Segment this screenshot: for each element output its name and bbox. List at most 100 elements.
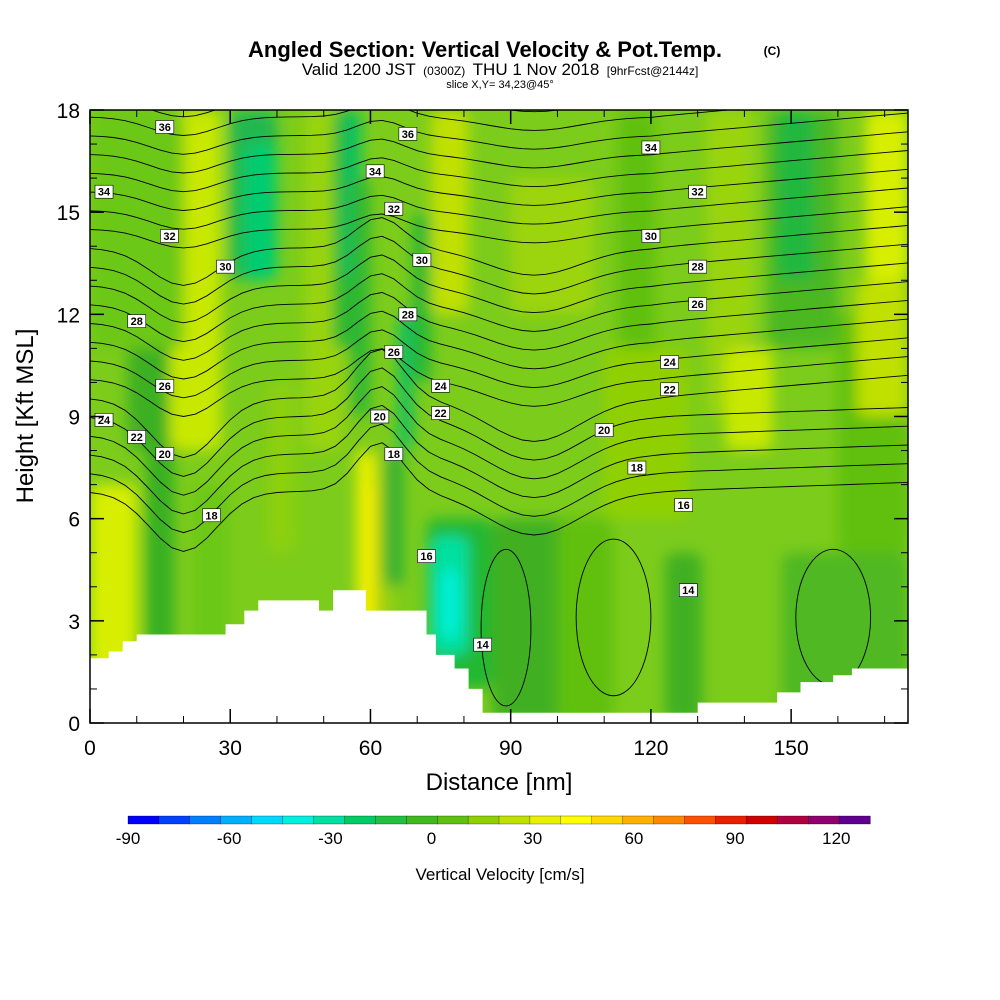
isentrope-label: 32: [688, 184, 707, 199]
colorbar-swatch: [251, 815, 284, 825]
svg-text:22: 22: [663, 384, 675, 396]
isentrope-label: 26: [688, 297, 707, 311]
x-tick-label: 120: [633, 737, 668, 760]
colorbar-tick-labels: -90 -60 -30 0 30 60 90 120: [116, 829, 851, 848]
svg-text:34: 34: [98, 187, 111, 199]
velocity-patch: [412, 212, 432, 383]
potential-temperature-contours: [90, 110, 908, 707]
colorbar-swatch: [622, 815, 655, 825]
velocity-patch: [398, 314, 413, 451]
colorbar-swatch: [684, 815, 716, 825]
isentrope-closed-line: [480, 548, 532, 707]
svg-text:26: 26: [159, 381, 171, 393]
isentrope-label: 36: [398, 127, 418, 141]
y-tick-label: 15: [57, 202, 80, 225]
svg-text:32: 32: [163, 231, 175, 243]
isentrope-line: [90, 150, 908, 193]
isentrope-line: [90, 386, 908, 496]
y-tick-label: 9: [68, 407, 80, 430]
x-tick-label: 90: [499, 737, 522, 760]
velocity-patch: [384, 450, 404, 587]
svg-text:22: 22: [131, 432, 143, 444]
svg-text:16: 16: [420, 551, 432, 563]
svg-text:36: 36: [402, 129, 414, 141]
isentrope-label: 22: [127, 430, 147, 444]
chart-title-unit: (C): [764, 44, 781, 58]
y-tick-label: 0: [68, 713, 80, 736]
isentrope-label: 14: [473, 637, 492, 652]
colorbar-tick-label: 60: [624, 829, 643, 848]
colorbar-tick-label: 90: [726, 829, 745, 848]
svg-text:26: 26: [388, 347, 400, 359]
isentrope-line: [90, 131, 908, 174]
svg-text:30: 30: [219, 262, 231, 274]
isentrope-label: 30: [641, 229, 661, 243]
terrain-mask: [90, 590, 908, 723]
isentrope-line: [90, 442, 908, 552]
colorbar-swatch: [777, 815, 809, 825]
colorbar: [127, 815, 871, 825]
svg-text:28: 28: [692, 262, 704, 274]
isentrope-label: 28: [398, 307, 418, 321]
colorbar-swatch: [189, 815, 222, 825]
colorbar-tick-label: -30: [318, 829, 343, 848]
svg-text:24: 24: [98, 415, 111, 427]
y-axis-label: Height [Kft MSL]: [12, 329, 39, 504]
isentrope-label: 30: [216, 259, 235, 274]
isentrope-label: 20: [155, 447, 175, 461]
vertical-velocity-field: [90, 110, 908, 723]
velocity-patch: [707, 110, 754, 417]
velocity-patch: [431, 110, 469, 315]
svg-text:18: 18: [631, 463, 643, 475]
svg-text:20: 20: [374, 412, 386, 424]
isentrope-line: [90, 187, 908, 230]
isentrope-line: [90, 273, 908, 343]
isentrope-line: [90, 329, 908, 399]
isentrope-line: [90, 110, 735, 136]
colorbar-swatch: [838, 815, 871, 825]
colorbar-swatch: [653, 815, 686, 825]
isentrope-label: 34: [641, 140, 661, 154]
velocity-patch: [557, 518, 614, 723]
colorbar-swatch: [715, 815, 747, 825]
svg-text:26: 26: [692, 299, 704, 311]
colorbar-swatch: [406, 815, 438, 825]
colorbar-swatch: [313, 815, 345, 825]
isentrope-label: 26: [155, 379, 175, 393]
isentrope-label: 28: [688, 259, 707, 274]
x-tick-label: 30: [219, 737, 242, 760]
svg-text:20: 20: [598, 425, 610, 437]
colorbar-swatch: [282, 815, 315, 825]
velocity-patch: [351, 178, 371, 417]
svg-text:36: 36: [159, 122, 171, 134]
svg-text:22: 22: [434, 408, 446, 420]
colorbar-tick-label: 30: [523, 829, 542, 848]
svg-text:20: 20: [159, 449, 171, 461]
isentrope-label: 20: [594, 423, 614, 437]
colorbar-swatch: [467, 815, 500, 825]
y-tick-label: 18: [57, 100, 80, 123]
isentrope-label: 24: [431, 379, 450, 393]
isentrope-line: [90, 235, 908, 305]
colorbar-swatch: [344, 815, 376, 825]
svg-text:18: 18: [388, 449, 400, 461]
isentrope-label: 16: [674, 498, 693, 512]
isentrope-line: [90, 423, 908, 534]
isentrope-label: 24: [94, 413, 114, 427]
isentrope-label: 36: [155, 120, 175, 134]
isentrope-label: 22: [431, 406, 450, 420]
x-tick-label: 0: [84, 737, 96, 760]
colorbar-swatch: [498, 815, 531, 825]
isentrope-label: 28: [127, 314, 147, 328]
x-axis-ticks: 0 30 60 90 120 150: [84, 110, 886, 760]
velocity-patch: [725, 348, 773, 451]
colorbar-label: Vertical Velocity [cm/s]: [415, 865, 584, 884]
colorbar-tick-label: -90: [116, 829, 141, 848]
colorbar-tick-label: 120: [822, 829, 850, 848]
svg-text:14: 14: [477, 640, 490, 652]
isentrope-line: [90, 168, 908, 211]
colorbar-swatch: [220, 815, 253, 825]
colorbar-swatch: [591, 815, 624, 825]
svg-text:34: 34: [369, 166, 382, 178]
isentrope-label: 26: [384, 344, 404, 359]
